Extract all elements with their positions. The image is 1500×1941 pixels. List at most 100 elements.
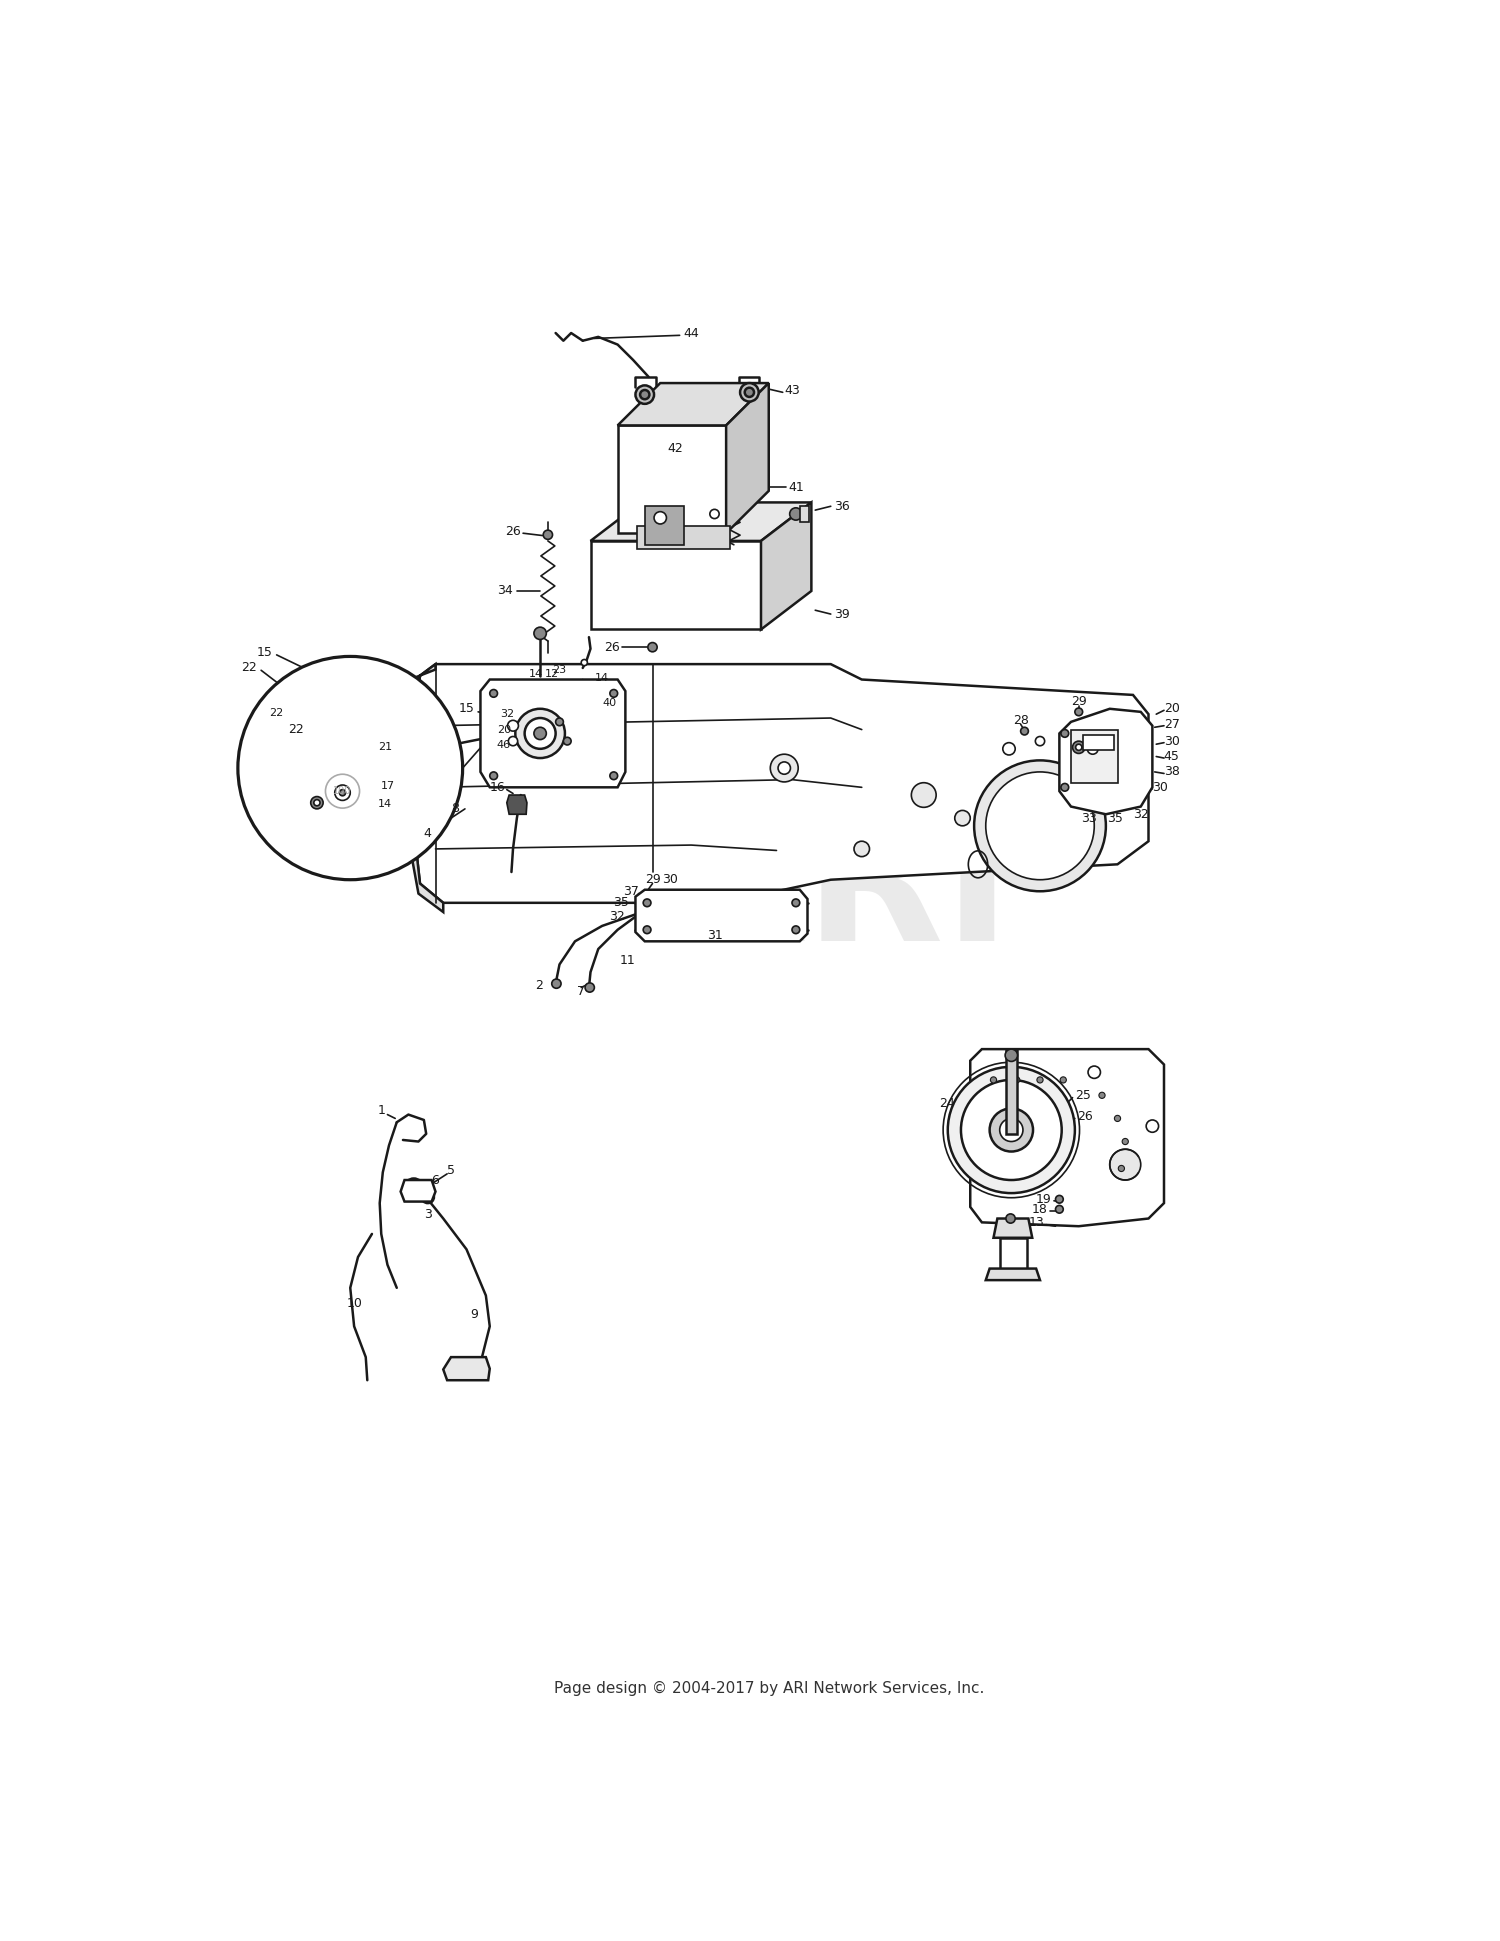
Polygon shape: [400, 1180, 435, 1201]
Polygon shape: [444, 1357, 489, 1380]
Text: 30: 30: [1152, 780, 1168, 794]
Text: 46: 46: [496, 740, 512, 749]
Polygon shape: [760, 503, 812, 629]
Circle shape: [525, 718, 555, 749]
Circle shape: [648, 642, 657, 652]
Circle shape: [644, 926, 651, 934]
Circle shape: [1098, 790, 1107, 800]
Circle shape: [778, 763, 790, 774]
Circle shape: [1100, 1093, 1106, 1099]
Text: 17: 17: [381, 780, 394, 790]
Text: 23: 23: [552, 666, 567, 675]
Circle shape: [974, 761, 1106, 891]
Circle shape: [740, 382, 759, 402]
Circle shape: [954, 811, 970, 825]
Text: 44: 44: [684, 326, 699, 340]
Circle shape: [339, 790, 345, 796]
Text: 40: 40: [603, 697, 616, 708]
Polygon shape: [408, 664, 1149, 903]
Text: Page design © 2004-2017 by ARI Network Services, Inc.: Page design © 2004-2017 by ARI Network S…: [554, 1681, 984, 1696]
Circle shape: [1060, 784, 1068, 792]
Text: 7: 7: [578, 984, 585, 998]
Circle shape: [507, 720, 519, 732]
Text: 4: 4: [424, 827, 432, 840]
Text: ARI: ARI: [666, 802, 1011, 978]
Text: 13: 13: [1029, 1215, 1044, 1229]
Text: 18: 18: [1032, 1203, 1048, 1215]
Text: 43: 43: [784, 384, 800, 398]
Circle shape: [1014, 1077, 1020, 1083]
Circle shape: [1020, 728, 1029, 736]
Circle shape: [654, 512, 666, 524]
Text: 41: 41: [788, 481, 804, 493]
Text: 35: 35: [1107, 811, 1124, 825]
Circle shape: [1146, 1120, 1158, 1132]
Circle shape: [771, 755, 798, 782]
Text: 28: 28: [1013, 714, 1029, 726]
Bar: [800, 507, 808, 522]
Text: 100: 100: [333, 786, 351, 796]
Polygon shape: [986, 1269, 1039, 1281]
Text: 8: 8: [452, 802, 459, 815]
Circle shape: [1088, 743, 1098, 755]
Polygon shape: [507, 796, 526, 815]
Polygon shape: [312, 747, 315, 807]
Bar: [999, 1238, 1028, 1269]
Circle shape: [948, 1068, 1076, 1194]
Text: 30: 30: [662, 873, 678, 887]
Text: 2: 2: [534, 980, 543, 992]
Text: 21: 21: [378, 741, 392, 753]
Circle shape: [962, 1079, 1062, 1180]
Circle shape: [1035, 736, 1044, 745]
Polygon shape: [618, 425, 726, 534]
Circle shape: [534, 627, 546, 639]
Circle shape: [405, 1178, 423, 1198]
Polygon shape: [399, 664, 444, 912]
Text: 6: 6: [432, 1174, 439, 1186]
Text: 12: 12: [544, 670, 560, 679]
Text: 22: 22: [242, 662, 258, 674]
Text: 22: 22: [270, 708, 284, 718]
Text: 30: 30: [1164, 734, 1179, 747]
Polygon shape: [591, 542, 760, 629]
Text: 31: 31: [706, 928, 723, 941]
Circle shape: [792, 899, 800, 906]
Circle shape: [1060, 1077, 1066, 1083]
Circle shape: [640, 390, 650, 400]
Text: 20: 20: [1164, 703, 1179, 716]
Circle shape: [744, 388, 754, 396]
Text: 11: 11: [620, 955, 636, 967]
Text: 16: 16: [489, 780, 506, 794]
Polygon shape: [970, 1050, 1164, 1227]
Text: 26: 26: [506, 526, 520, 538]
Circle shape: [314, 800, 320, 806]
Circle shape: [610, 689, 618, 697]
Text: 1: 1: [378, 1104, 386, 1118]
Circle shape: [334, 784, 350, 800]
Circle shape: [644, 899, 651, 906]
Text: 32: 32: [500, 708, 514, 720]
Text: 10: 10: [346, 1297, 362, 1310]
Text: 39: 39: [834, 608, 850, 621]
Circle shape: [1110, 1149, 1140, 1180]
Circle shape: [1056, 1205, 1064, 1213]
Circle shape: [516, 708, 566, 759]
Circle shape: [1056, 1196, 1064, 1203]
Text: 35: 35: [614, 897, 630, 908]
Bar: [1007, 1050, 1017, 1134]
Text: 34: 34: [498, 584, 513, 598]
Circle shape: [636, 386, 654, 404]
Circle shape: [1076, 743, 1082, 751]
Text: 14: 14: [596, 674, 609, 683]
Circle shape: [1114, 1116, 1120, 1122]
Polygon shape: [618, 382, 768, 425]
Circle shape: [994, 827, 1008, 840]
Circle shape: [543, 530, 552, 540]
Circle shape: [1072, 767, 1084, 778]
Text: 22: 22: [288, 724, 304, 736]
Circle shape: [560, 710, 591, 741]
Circle shape: [1076, 708, 1083, 716]
Text: 15: 15: [256, 646, 273, 660]
Bar: [1083, 736, 1113, 751]
Text: 27: 27: [1164, 718, 1179, 730]
